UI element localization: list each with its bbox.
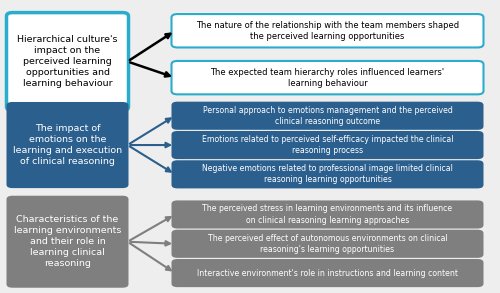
Text: Negative emotions related to professional image limited clinical
reasoning learn: Negative emotions related to professiona…: [202, 164, 453, 184]
FancyBboxPatch shape: [6, 196, 128, 288]
Text: The expected team hierarchy roles influenced learners'
learning behaviour: The expected team hierarchy roles influe…: [210, 68, 444, 88]
Text: Interactive environment's role in instructions and learning content: Interactive environment's role in instru…: [197, 269, 458, 277]
FancyBboxPatch shape: [172, 102, 483, 130]
Text: Hierarchical culture's
impact on the
perceived learning
opportunities and
learni: Hierarchical culture's impact on the per…: [17, 35, 118, 88]
Text: Emotions related to perceived self-efficacy impacted the clinical
reasoning proc: Emotions related to perceived self-effic…: [202, 135, 453, 155]
FancyBboxPatch shape: [6, 102, 128, 188]
FancyBboxPatch shape: [6, 13, 128, 110]
Text: Characteristics of the
learning environments
and their role in
learning clinical: Characteristics of the learning environm…: [14, 215, 121, 268]
FancyBboxPatch shape: [172, 160, 483, 188]
FancyBboxPatch shape: [172, 131, 483, 159]
Text: The impact of
emotions on the
learning and execution
of clinical reasoning: The impact of emotions on the learning a…: [13, 124, 122, 166]
FancyBboxPatch shape: [172, 259, 483, 287]
Text: The nature of the relationship with the team members shaped
the perceived learni: The nature of the relationship with the …: [196, 21, 459, 41]
FancyBboxPatch shape: [172, 200, 483, 229]
FancyBboxPatch shape: [172, 230, 483, 258]
Text: Personal approach to emotions management and the perceived
clinical reasoning ou: Personal approach to emotions management…: [202, 106, 452, 126]
Text: The perceived stress in learning environments and its influence
on clinical reas: The perceived stress in learning environ…: [202, 205, 452, 224]
FancyBboxPatch shape: [172, 61, 483, 94]
Text: The perceived effect of autonomous environments on clinical
reasoning's learning: The perceived effect of autonomous envir…: [208, 234, 448, 254]
FancyBboxPatch shape: [172, 14, 483, 47]
